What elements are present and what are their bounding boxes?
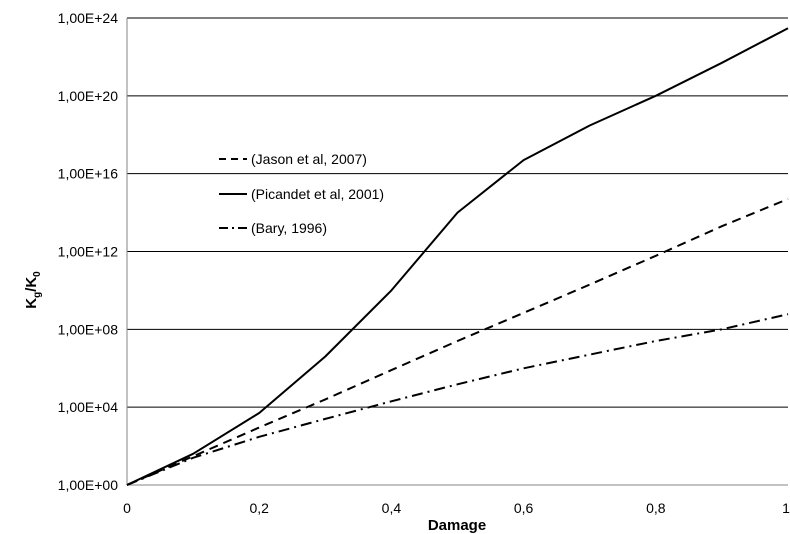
gridlines <box>127 17 788 408</box>
y-axis-title-sub2: 0 <box>32 271 43 277</box>
y-tick-label: 1,00E+20 <box>58 88 119 104</box>
x-tick-label: 0 <box>123 500 131 516</box>
x-tick-label: 0,6 <box>514 500 534 516</box>
x-tick-label: 0,2 <box>249 500 269 516</box>
legend-label-bary: (Bary, 1996) <box>251 220 327 236</box>
y-axis-title: Kg/K0 <box>23 271 43 309</box>
x-tick-label: 1 <box>782 500 790 516</box>
x-tick-labels: 0 0,2 0,4 0,6 0,8 1 <box>123 500 790 516</box>
y-tick-label: 1,00E+04 <box>58 399 119 415</box>
y-tick-label: 1,00E+00 <box>58 477 119 493</box>
y-tick-label: 1,00E+08 <box>58 321 119 337</box>
axes <box>126 18 788 486</box>
series-line-picandet <box>126 27 789 486</box>
y-axis-title-main: K <box>23 298 40 309</box>
legend: (Jason et al, 2007) (Picandet et al, 200… <box>219 151 384 236</box>
x-tick-label: 0,4 <box>382 500 402 516</box>
x-tick-label: 0,8 <box>646 500 666 516</box>
y-tick-label: 1,00E+16 <box>58 166 119 182</box>
y-axis-title-sub1: g <box>32 292 43 298</box>
series-line-jason <box>126 198 789 486</box>
legend-label-jason: (Jason et al, 2007) <box>251 151 367 167</box>
legend-label-picandet: (Picandet et al, 2001) <box>251 186 384 202</box>
y-axis-title-sep: /K <box>23 277 40 292</box>
y-tick-label: 1,00E+24 <box>58 10 119 26</box>
series-line-bary <box>126 313 789 486</box>
series-lines <box>126 27 789 486</box>
y-tick-labels: 1,00E+00 1,00E+04 1,00E+08 1,00E+12 1,00E+16… <box>58 10 119 493</box>
x-axis-title: Damage <box>428 517 486 534</box>
y-tick-label: 1,00E+12 <box>58 244 119 260</box>
